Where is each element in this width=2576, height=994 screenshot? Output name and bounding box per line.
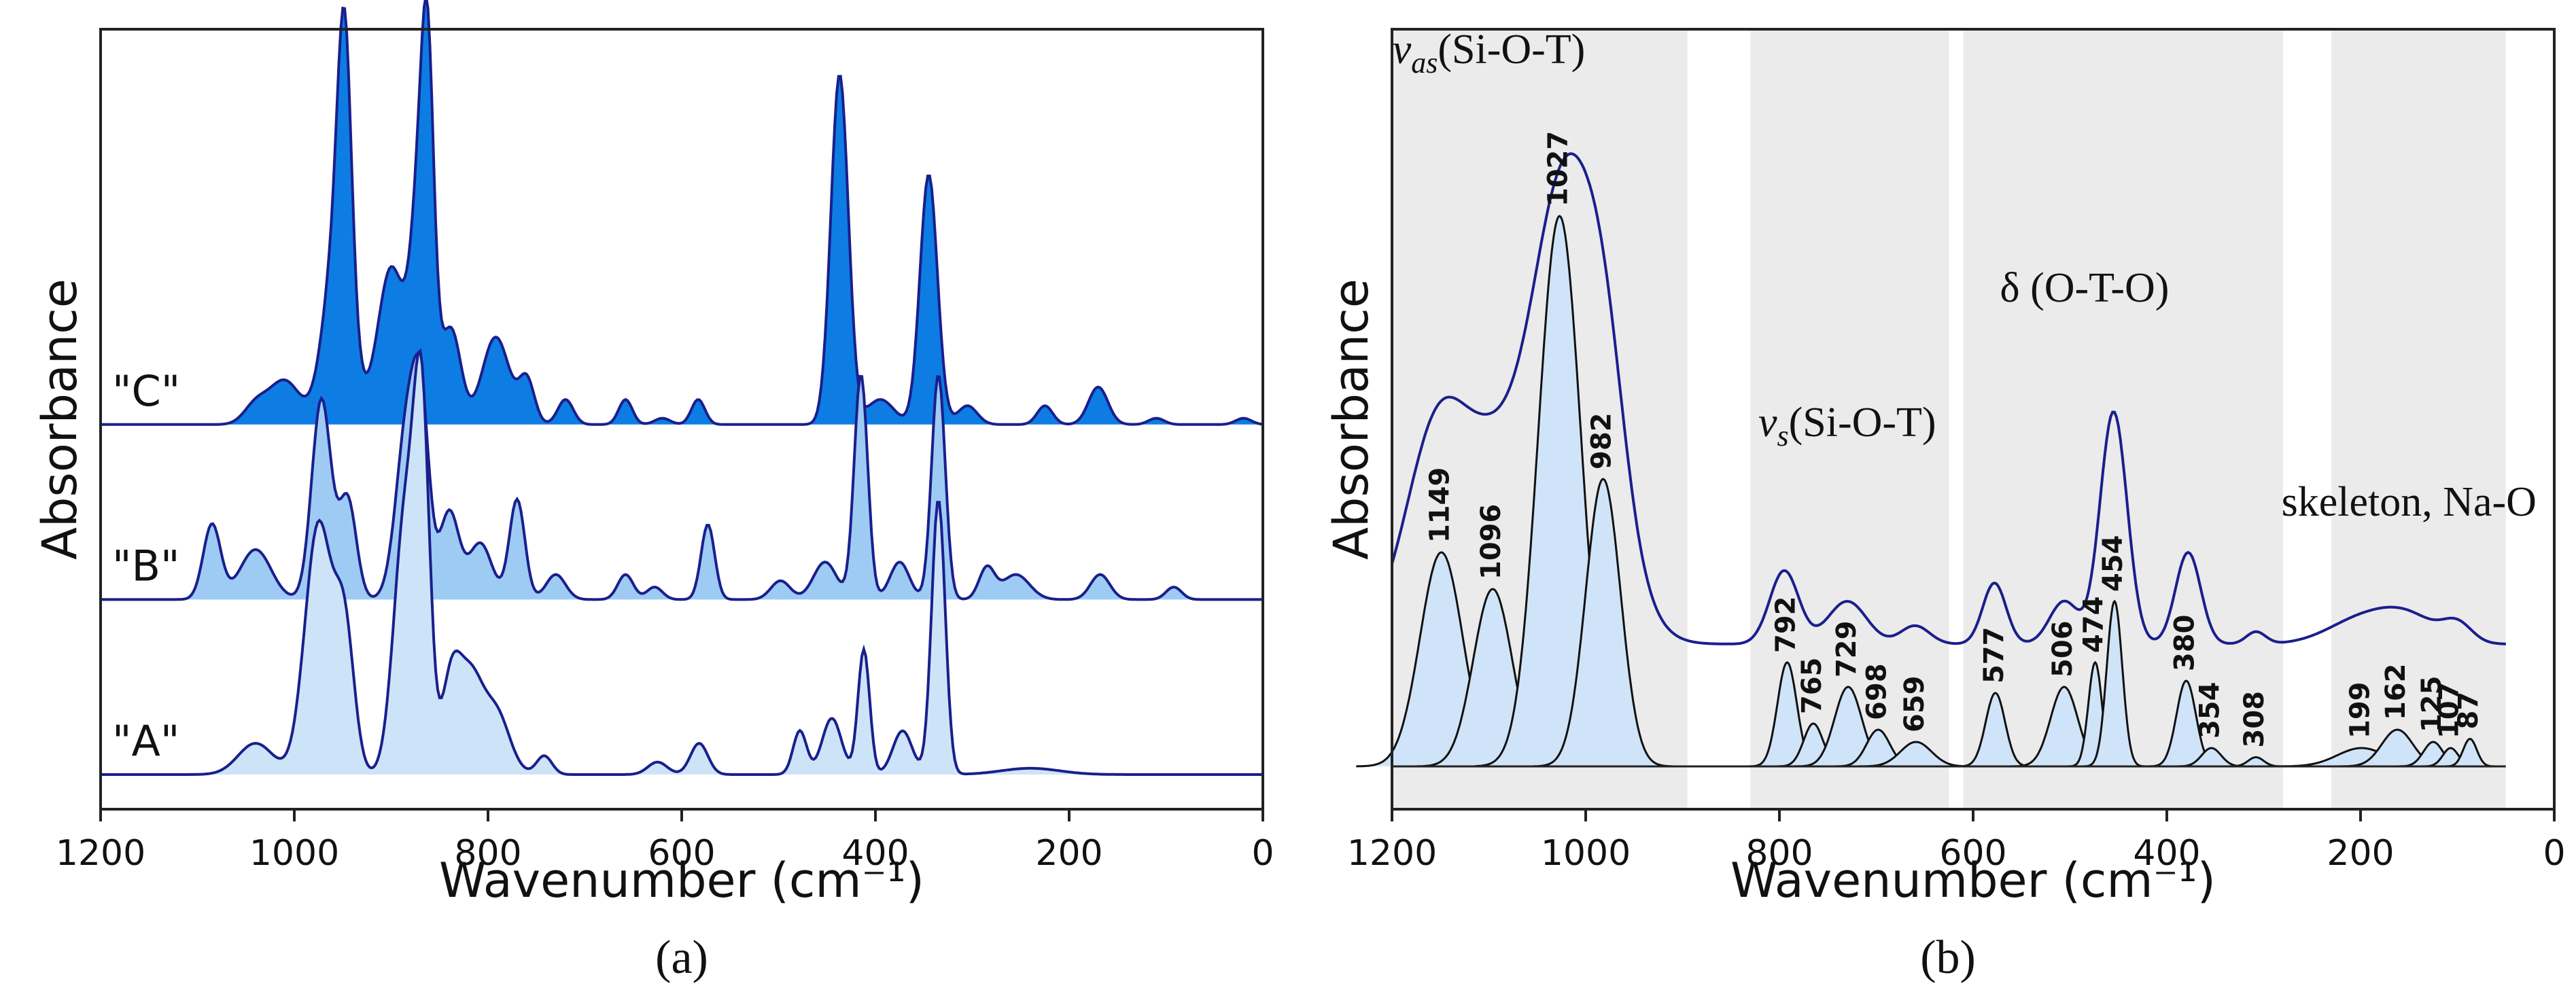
panel-b-fitted-peaks [1356, 215, 2497, 768]
fitted-peak-area [2419, 748, 2482, 766]
shaded-band [2331, 29, 2506, 809]
region-label: δ (O-T-O) [2000, 265, 2169, 311]
peak-label: 380 [2170, 615, 2201, 672]
fitted-peak-area [2010, 687, 2119, 766]
panel-b-caption: (b) [1920, 931, 1976, 984]
panel-b-ylabel: Absorbance [1323, 279, 1379, 560]
peak-label: 982 [1586, 412, 1618, 469]
peak-label: 354 [2195, 682, 2226, 739]
peak-label: 199 [2344, 681, 2375, 739]
series-1: "B" [101, 353, 1263, 601]
series-area [101, 355, 1263, 600]
xtick-label: 1000 [249, 833, 339, 874]
fitted-peak-area [1831, 730, 1925, 766]
peak-label: 308 [2239, 691, 2270, 748]
panel-b-envelope-spectrum [1391, 152, 2506, 645]
fitted-peak-area [1356, 552, 1527, 766]
panel-b-region-labels: vas(Si-O-T) vs(Si-O-T) δ (O-T-O) skeleton, … [1393, 26, 2537, 525]
peak-label: 765 [1796, 658, 1828, 715]
series-label: "C" [112, 366, 180, 416]
fitted-peak-area [2443, 739, 2497, 766]
peak-label: 506 [2047, 620, 2078, 677]
series-0: "A" [101, 348, 1263, 776]
xtick-label: 1200 [1347, 833, 1437, 874]
peak-label: 1027 [1543, 131, 1574, 207]
series-line [101, 348, 1263, 776]
xtick-label: 800 [454, 833, 521, 874]
peak-label: 1149 [1425, 467, 1456, 543]
panel-a-series: "C" "B" "A" [101, 0, 1264, 776]
region-label: vs(Si-O-T) [1758, 400, 1936, 452]
panel-b-xlabel: Wavenumber (cm⁻¹) [1730, 853, 2216, 908]
panel-a-xlabel: Wavenumber (cm⁻¹) [439, 853, 924, 908]
fitted-peak-area [2264, 748, 2458, 766]
peak-label: 577 [1979, 627, 2010, 684]
xtick-label: 1200 [56, 833, 145, 874]
fitted-peak-area [2394, 742, 2472, 766]
series-line [101, 353, 1263, 601]
panel-b-xticks: 1200 1000 800 600 400 200 0 [1347, 809, 2566, 874]
fitted-peak-area [1748, 662, 1826, 766]
fitted-peak-area [1474, 216, 1645, 766]
fitted-peak-area [2083, 601, 2146, 766]
fitted-peak-area [2068, 662, 2123, 766]
fitted-peak-area [2147, 681, 2225, 766]
peak-label: 792 [1770, 597, 1801, 654]
fitted-peak-area [1794, 687, 1902, 766]
series-area [101, 0, 1263, 425]
xtick-label: 0 [1251, 833, 1274, 874]
xtick-label: 200 [2327, 833, 2394, 874]
fitted-peak-area [2335, 730, 2460, 766]
xtick-label: 0 [2543, 833, 2565, 874]
peak-label: 87 [2453, 692, 2484, 730]
fitted-peak [1533, 478, 1673, 768]
panel-b: 1200 1000 800 600 400 200 0 1149 1096 1027 982 792… [1323, 26, 2566, 984]
panel-a-xticks: 1200 1000 800 600 400 200 0 [56, 809, 1274, 874]
peak-label: 1096 [1476, 504, 1507, 580]
fitted-peak-area [1415, 589, 1571, 766]
series-label: "A" [112, 716, 179, 766]
peak-label: 698 [1861, 663, 1892, 720]
xtick-label: 400 [2133, 833, 2200, 874]
xtick-label: 800 [1745, 833, 1813, 874]
xtick-label: 600 [1939, 833, 2006, 874]
fitted-peak-area [2172, 748, 2250, 766]
fitted-peak-area [1774, 724, 1852, 766]
region-label: vas(Si-O-T) [1393, 26, 1586, 79]
xtick-label: 1000 [1541, 833, 1631, 874]
series-label: "B" [112, 541, 180, 590]
xtick-label: 600 [648, 833, 715, 874]
panel-a-ylabel: Absorbance [32, 279, 88, 560]
peak-label: 454 [2098, 535, 2129, 592]
fitted-peak-area [2225, 757, 2287, 766]
fitted-peak-area [1533, 479, 1673, 766]
series-line [101, 0, 1264, 426]
fitted-peak [2083, 599, 2146, 768]
peak-label: 162 [2380, 664, 2412, 721]
peak-label: 125 [2416, 676, 2448, 733]
fitted-peak-area [1853, 742, 1979, 766]
peak-label: 474 [2078, 597, 2110, 654]
peak-label: 107 [2434, 681, 2465, 739]
panel-a-caption: (a) [655, 931, 708, 984]
series-2: "C" [101, 0, 1264, 426]
fitted-peak-area [1956, 693, 2034, 766]
peak-label: 729 [1831, 621, 1862, 678]
xtick-label: 200 [1035, 833, 1102, 874]
fitted-peak [1956, 692, 2034, 768]
peak-label: 659 [1899, 675, 1930, 732]
xtick-label: 400 [841, 833, 909, 874]
region-label: skeleton, Na-O [2282, 479, 2537, 525]
